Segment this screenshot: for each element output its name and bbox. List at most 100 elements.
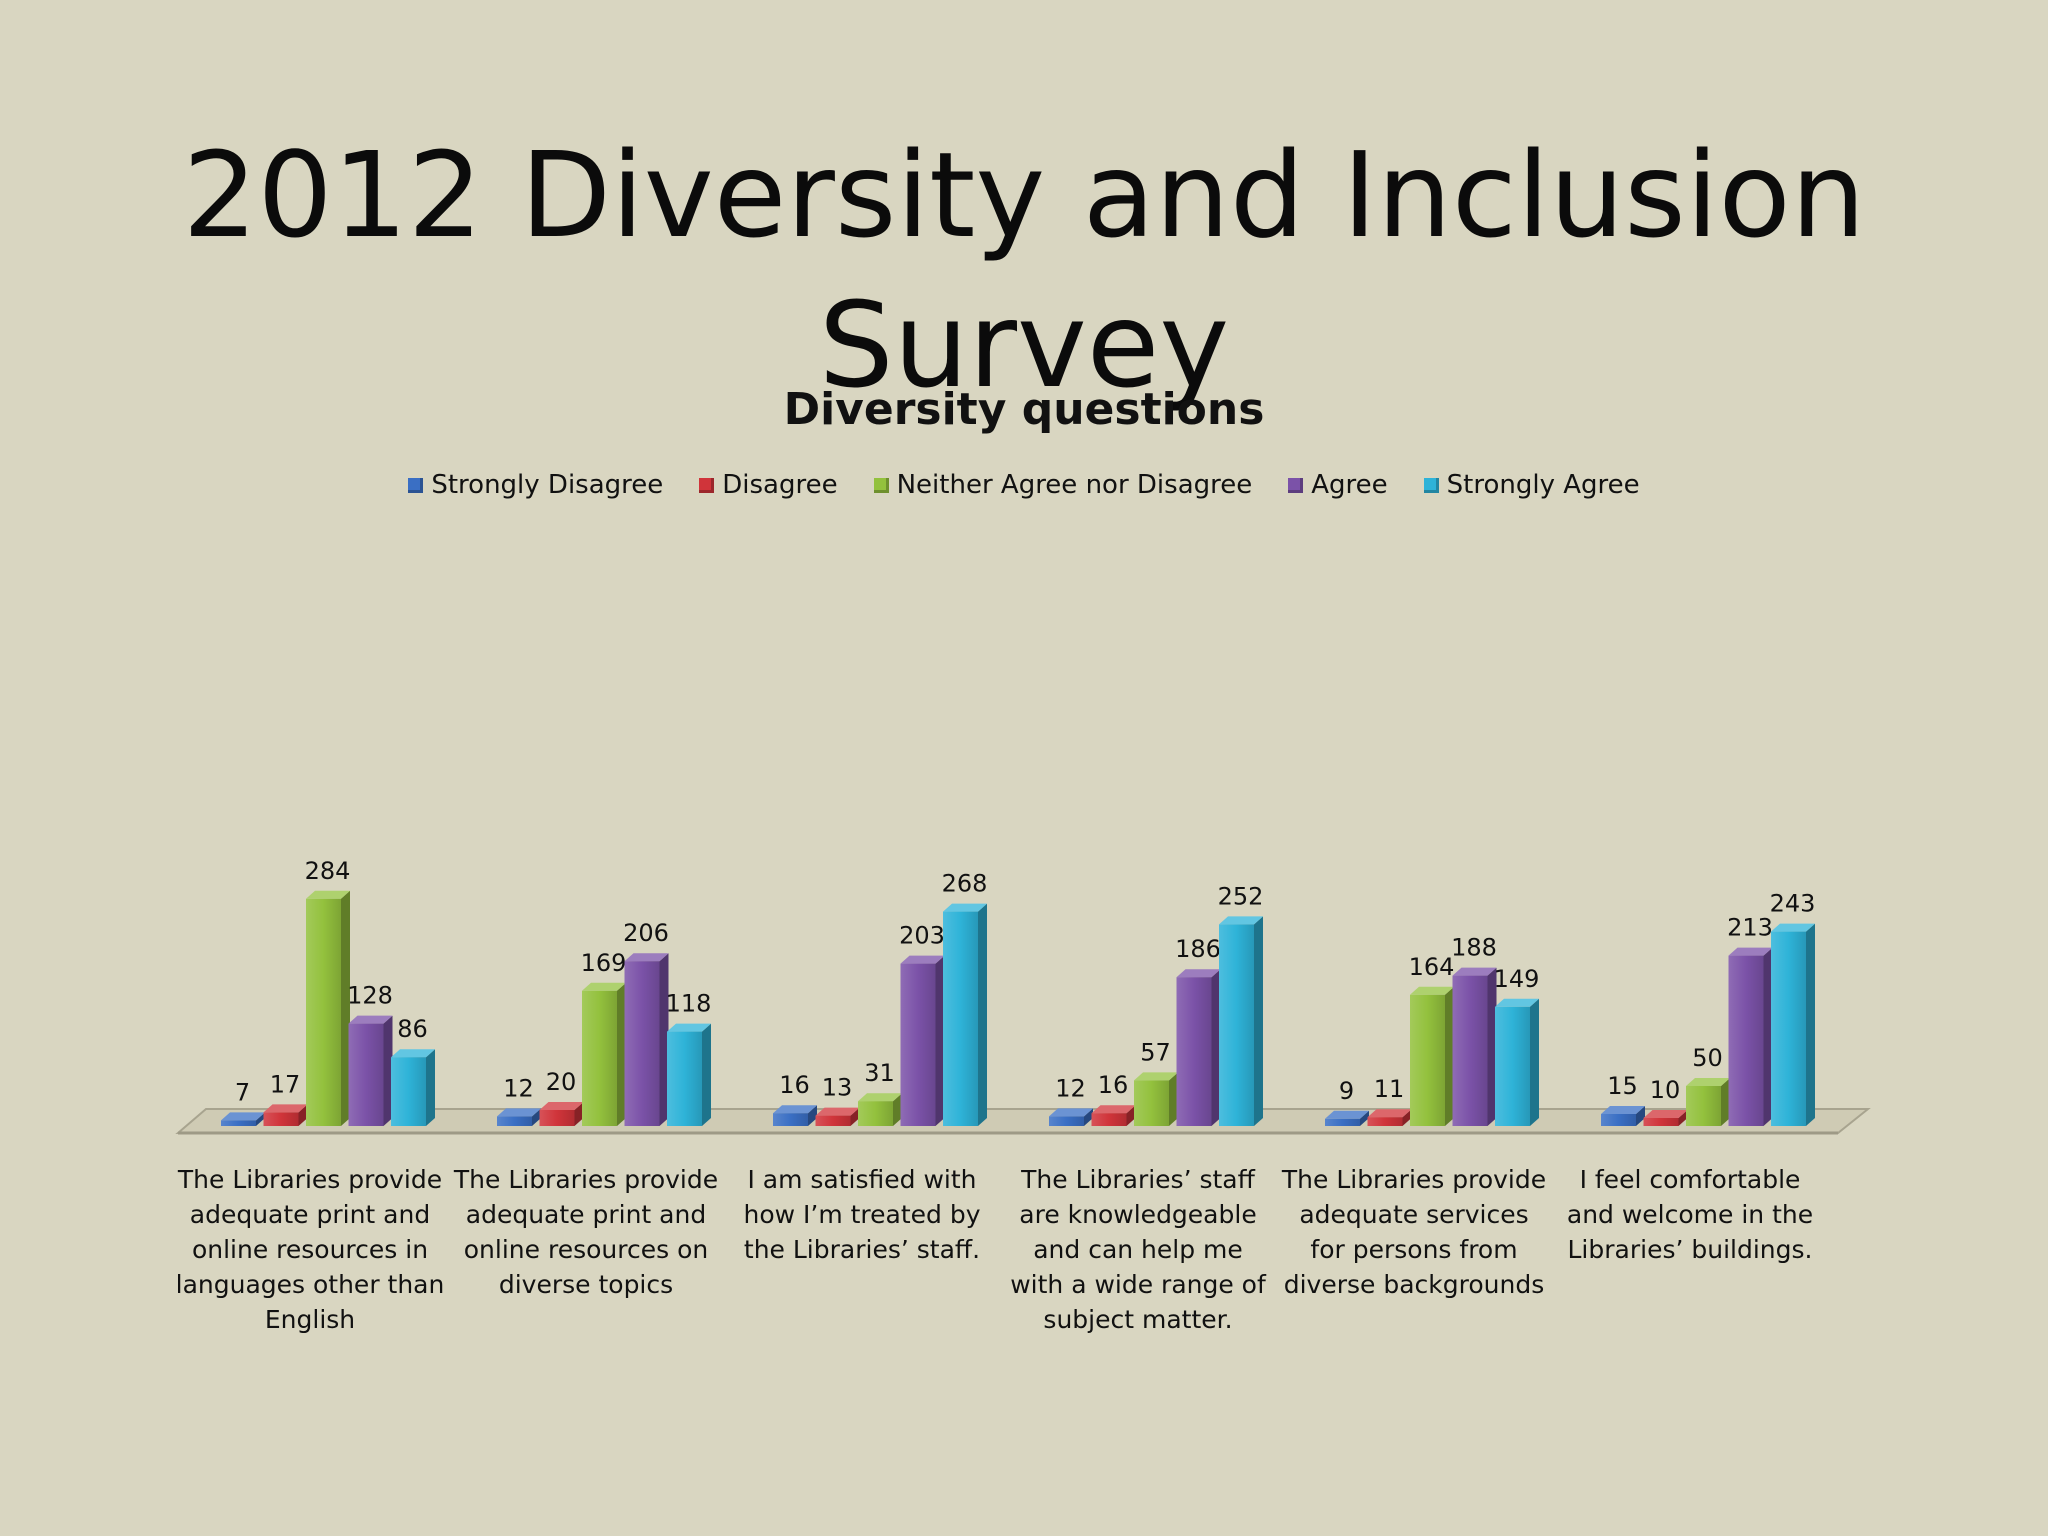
bar-top	[1495, 998, 1539, 1007]
bar-top	[858, 1093, 902, 1102]
data-label: 188	[1451, 934, 1497, 962]
legend-item-agree: Agree	[1288, 470, 1388, 500]
bar-side	[1211, 969, 1221, 1126]
bar-side	[1445, 986, 1454, 1126]
bar-side	[808, 1105, 817, 1126]
chart-title: Diversity questions	[783, 384, 1265, 435]
data-label: 16	[1098, 1071, 1129, 1099]
bar-side	[1806, 923, 1815, 1126]
data-label: 10	[1650, 1076, 1681, 1104]
bar	[582, 982, 626, 1126]
bar-side	[426, 1049, 435, 1126]
bar-front	[624, 961, 660, 1126]
bar-side	[935, 955, 945, 1126]
bar	[624, 953, 669, 1126]
bar-top	[1325, 1110, 1369, 1119]
data-label: 252	[1218, 882, 1264, 910]
category-label: The Libraries provide adequate services …	[1281, 1165, 1547, 1299]
bar-front	[221, 1120, 256, 1126]
bar-side	[1678, 1110, 1688, 1126]
bar-side	[1254, 916, 1263, 1126]
bar-front	[1219, 924, 1254, 1126]
bar-top	[1219, 916, 1263, 925]
bar-top	[1452, 967, 1497, 976]
data-label: 11	[1374, 1075, 1405, 1103]
bar-top	[221, 1112, 265, 1121]
bar-side	[1084, 1108, 1093, 1126]
data-label: 164	[1409, 953, 1455, 981]
bar	[1325, 1110, 1369, 1126]
bar-top	[1410, 986, 1454, 995]
bar-front	[943, 911, 978, 1126]
data-label: 243	[1770, 890, 1816, 918]
bar-side	[1763, 947, 1773, 1126]
data-label: 50	[1692, 1044, 1723, 1072]
bar-front	[306, 898, 341, 1126]
legend-item-strongly-disagree: Strongly Disagree	[408, 470, 663, 500]
bar-side	[617, 982, 626, 1126]
data-label: 13	[822, 1074, 853, 1102]
data-label: 15	[1607, 1072, 1638, 1100]
bar	[348, 1015, 393, 1126]
bar-front	[1643, 1118, 1679, 1126]
bar	[1686, 1078, 1730, 1126]
bar-top	[1134, 1072, 1178, 1081]
bar-front	[1452, 975, 1488, 1126]
bar-top	[1601, 1106, 1645, 1114]
legend-label-strongly-disagree: Strongly Disagree	[431, 470, 664, 500]
bar	[391, 1049, 435, 1126]
legend-item-neither: Neither Agree nor Disagree	[873, 470, 1253, 500]
bar	[1452, 967, 1497, 1126]
bar-front	[1325, 1118, 1360, 1126]
chart-legend: Strongly Disagree Disagree Neither Agree…	[0, 470, 2048, 500]
bar	[943, 903, 987, 1126]
bar-side	[702, 1023, 711, 1126]
bar-top	[348, 1015, 393, 1024]
bar-side	[893, 1093, 902, 1126]
bar-front	[1495, 1006, 1530, 1126]
category-label: The Libraries provide adequate print and…	[453, 1165, 719, 1299]
bar	[1367, 1109, 1412, 1126]
bar	[1601, 1106, 1645, 1126]
bar	[815, 1107, 860, 1126]
legend-label-strongly-agree: Strongly Agree	[1446, 470, 1640, 500]
bar-side	[1169, 1072, 1178, 1126]
bar-side	[850, 1107, 860, 1126]
bar-top	[900, 955, 945, 964]
bar	[1495, 998, 1539, 1126]
bar	[497, 1108, 541, 1126]
data-label: 17	[270, 1070, 301, 1098]
data-label: 86	[397, 1015, 428, 1043]
legend-item-disagree: Disagree	[699, 470, 838, 500]
bar-top	[1728, 947, 1773, 956]
bar-front	[1728, 955, 1764, 1126]
bar-top	[582, 982, 626, 991]
bar-front	[539, 1110, 575, 1126]
data-label: 16	[779, 1071, 810, 1099]
bar-front	[1049, 1116, 1084, 1126]
bar-front	[858, 1101, 893, 1126]
bar-front	[815, 1115, 851, 1126]
bar-top	[497, 1108, 541, 1117]
bar-top	[391, 1049, 435, 1058]
legend-swatch-strongly-agree	[1423, 477, 1439, 493]
bar-top	[1367, 1109, 1412, 1118]
bar-front	[1091, 1113, 1127, 1126]
bar-front	[667, 1031, 702, 1126]
legend-swatch-strongly-disagree	[408, 477, 424, 493]
bar-front	[497, 1116, 532, 1126]
bar	[1049, 1108, 1093, 1126]
bar-side	[1636, 1106, 1645, 1126]
bar-top	[943, 903, 987, 912]
data-label: 284	[305, 857, 351, 885]
bar-side	[1721, 1078, 1730, 1126]
data-label: 169	[581, 949, 627, 977]
bar-front	[391, 1057, 426, 1126]
bar-top	[1176, 969, 1221, 978]
bar-front	[1771, 931, 1806, 1126]
bar	[1643, 1110, 1688, 1126]
bar-side	[659, 953, 669, 1126]
bar	[1176, 969, 1221, 1126]
legend-label-neither: Neither Agree nor Disagree	[896, 470, 1253, 500]
category-label: The Libraries’ staff are knowledgeable a…	[1010, 1165, 1266, 1334]
